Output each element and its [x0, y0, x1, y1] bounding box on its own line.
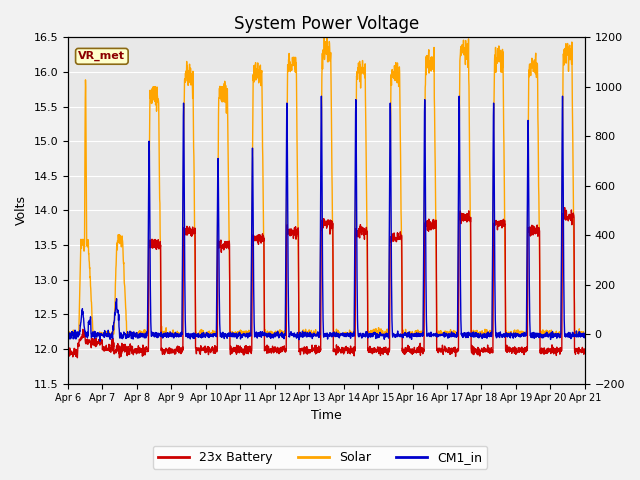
Title: System Power Voltage: System Power Voltage [234, 15, 419, 33]
Y-axis label: Volts: Volts [15, 195, 28, 226]
Legend: 23x Battery, Solar, CM1_in: 23x Battery, Solar, CM1_in [153, 446, 487, 469]
Text: VR_met: VR_met [78, 51, 125, 61]
X-axis label: Time: Time [311, 409, 342, 422]
